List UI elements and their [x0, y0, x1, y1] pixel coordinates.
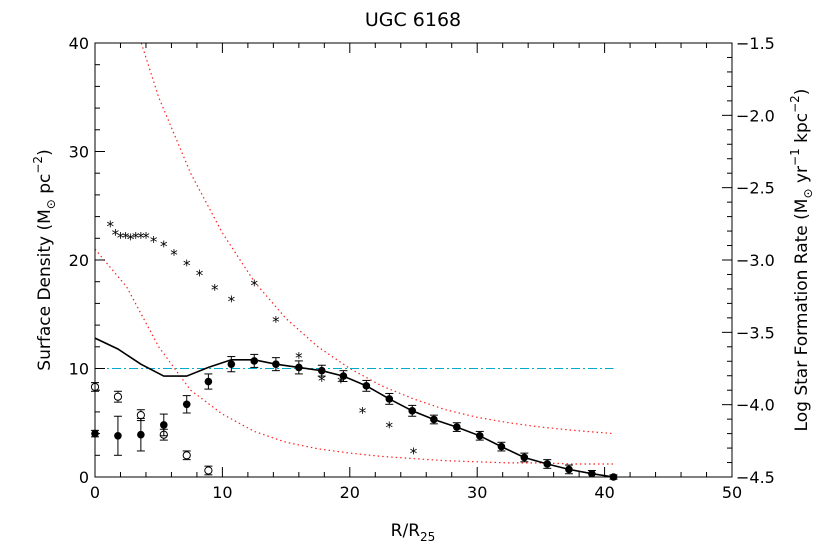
y2-tick-label: −4.0 [736, 396, 775, 415]
series-layer: ******** * * ********* **** [90, 42, 618, 481]
y-tick-label: 30 [69, 143, 89, 162]
open-circle-point [182, 451, 191, 460]
y-axis-label-mid: pc [35, 174, 55, 200]
sfr-asterisk-point: * [211, 281, 219, 299]
x-tick-label: 10 [212, 483, 232, 502]
x-tick-label: 30 [467, 483, 487, 502]
filled-circle-point [408, 407, 417, 415]
x-axis-label: R/R25 [391, 521, 436, 544]
filled-circle-point [339, 372, 348, 380]
sfr-asterisk-point: * [142, 229, 150, 247]
y2-tick-label: −2.5 [736, 179, 775, 198]
sfr-asterisk-point: * [228, 293, 236, 311]
sfr-asterisk-point: * [150, 233, 158, 251]
x-axis-label-main: R/R [391, 521, 421, 541]
sfr-asterisk-point: * [170, 246, 178, 264]
y2-axis-label-pre: Log Star Formation Rate (M [792, 199, 812, 432]
y2-axis-label-b: kpc [792, 113, 812, 148]
sfr-asterisk-point: * [272, 313, 280, 331]
open-circle-point [113, 392, 123, 401]
filled-circle-point [565, 465, 573, 474]
filled-circle-point [385, 395, 394, 403]
filled-circle-point [227, 360, 236, 368]
filled-circle-point [295, 363, 303, 372]
sfr-asterisk-point: * [117, 229, 125, 247]
filled-circle-point [137, 430, 145, 439]
filled-circle-point [114, 431, 122, 440]
y2-tick-label: −1.5 [736, 34, 775, 53]
filled-circle-point [250, 357, 259, 365]
filled-circle-point [430, 415, 438, 424]
total-gas-line [94, 337, 614, 478]
y2-axis-label-sup2: −2 [788, 95, 802, 113]
filled-circle-point [588, 469, 596, 478]
filled-circle-point [272, 360, 280, 368]
filled-circle-point [520, 453, 529, 462]
model-upper-dotted-line [140, 42, 614, 435]
y2-axis-label-sym: ⊙ [801, 188, 815, 198]
sfr-asterisk-point: * [359, 404, 367, 422]
sfr-asterisk-point: * [410, 444, 418, 462]
filled-circle-point [317, 366, 326, 375]
chart-title: UGC 6168 [365, 9, 461, 31]
y-axis-label-post: ) [35, 149, 55, 156]
sfr-asterisk-point: * [337, 374, 345, 392]
y-axis-label-sym: ⊙ [44, 199, 58, 209]
y2-tick-label: −4.5 [736, 468, 775, 487]
x-tick-label: 50 [722, 483, 742, 502]
x-tick-label: 40 [594, 483, 614, 502]
y-tick-label: 10 [69, 360, 89, 379]
sfr-asterisk-point: * [127, 230, 135, 248]
sfr-asterisk-point: * [112, 226, 120, 244]
sfr-asterisk-point: * [183, 256, 191, 274]
axis-layer: 0 10 20 30 40 50 0 10 20 30 40 −1.5 −2.0 −2.5 −3.0 −3.5… [69, 34, 775, 502]
sfr-asterisk-point: * [295, 349, 303, 367]
y2-tick-label: −3.0 [736, 251, 775, 270]
filled-circle-point [182, 400, 191, 409]
x-axis-label-sub: 25 [420, 530, 435, 544]
sfr-asterisk-point: * [386, 418, 394, 436]
sfr-asterisk-point: * [251, 277, 259, 295]
sfr-asterisk-point: * [160, 238, 168, 256]
sfr-asterisk-point: * [122, 229, 130, 247]
filled-circle-point [497, 442, 506, 451]
y-tick-label: 40 [69, 34, 89, 53]
filled-circle-point [453, 423, 461, 431]
filled-circle-point [543, 460, 552, 468]
filled-circle-point [204, 377, 213, 386]
open-circle-point [136, 411, 145, 420]
y-tick-label: 20 [69, 251, 89, 270]
x-tick-label: 0 [90, 483, 100, 502]
y2-axis-label: Log Star Formation Rate (M⊙ yr−1 kpc−2) [788, 89, 815, 432]
filled-circle-point [362, 382, 371, 390]
y2-axis-label-a: yr [792, 166, 812, 188]
y2-tick-label: −3.5 [736, 323, 775, 342]
filled-circle-point [475, 431, 484, 440]
x-tick-label: 20 [340, 483, 360, 502]
y-axis-label: Surface Density (M⊙ pc−2) [31, 149, 58, 370]
y-axis-label-pre: Surface Density (M [35, 209, 55, 371]
y2-tick-label: −2.0 [736, 106, 775, 125]
sfr-asterisk-point: * [137, 229, 145, 247]
filled-circle-point [159, 421, 168, 429]
y2-axis-label-sup1: −1 [788, 148, 802, 166]
open-circle-point [204, 466, 213, 475]
sfr-asterisk-point: * [107, 217, 115, 235]
sfr-asterisk-point: * [132, 229, 140, 247]
y-axis-label-sup: −2 [31, 156, 45, 174]
sfr-asterisk-point: * [196, 266, 204, 284]
y2-axis-label-post: ) [792, 89, 812, 96]
sfr-asterisk-point: * [318, 372, 326, 390]
y-tick-label: 0 [79, 468, 89, 487]
